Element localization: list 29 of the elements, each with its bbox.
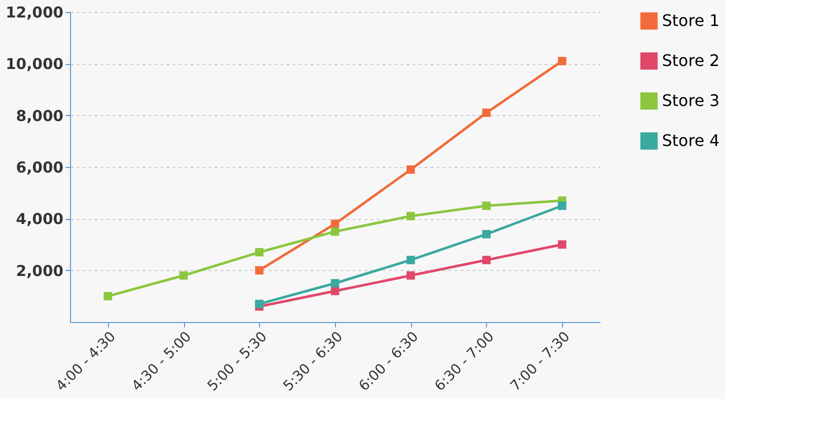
legend-label: Store 3 [662, 91, 720, 110]
legend-label: Store 4 [662, 131, 720, 150]
point [406, 256, 415, 264]
legend-label: Store 1 [662, 11, 720, 30]
point [255, 300, 264, 308]
point [482, 256, 491, 264]
y-tick-label: 6,000 [16, 158, 64, 176]
y-tick-label: 4,000 [16, 210, 64, 228]
y-tick-label: 10,000 [6, 55, 64, 74]
point [558, 240, 566, 249]
point [330, 279, 340, 288]
point [558, 202, 566, 210]
y-tick-label: 8,000 [16, 106, 64, 125]
y-tick-label: 2,000 [16, 262, 64, 280]
point [558, 56, 566, 66]
point [482, 108, 491, 117]
legend-label: Store 2 [662, 51, 720, 70]
point [104, 292, 112, 300]
point [406, 271, 415, 280]
point [330, 227, 340, 236]
point [406, 165, 415, 174]
point [330, 220, 340, 228]
y-tick-label: 12,000 [6, 4, 64, 22]
point [179, 271, 188, 280]
point [255, 248, 264, 256]
point [482, 202, 491, 210]
point [255, 266, 264, 275]
point [482, 230, 491, 238]
point [406, 212, 415, 220]
